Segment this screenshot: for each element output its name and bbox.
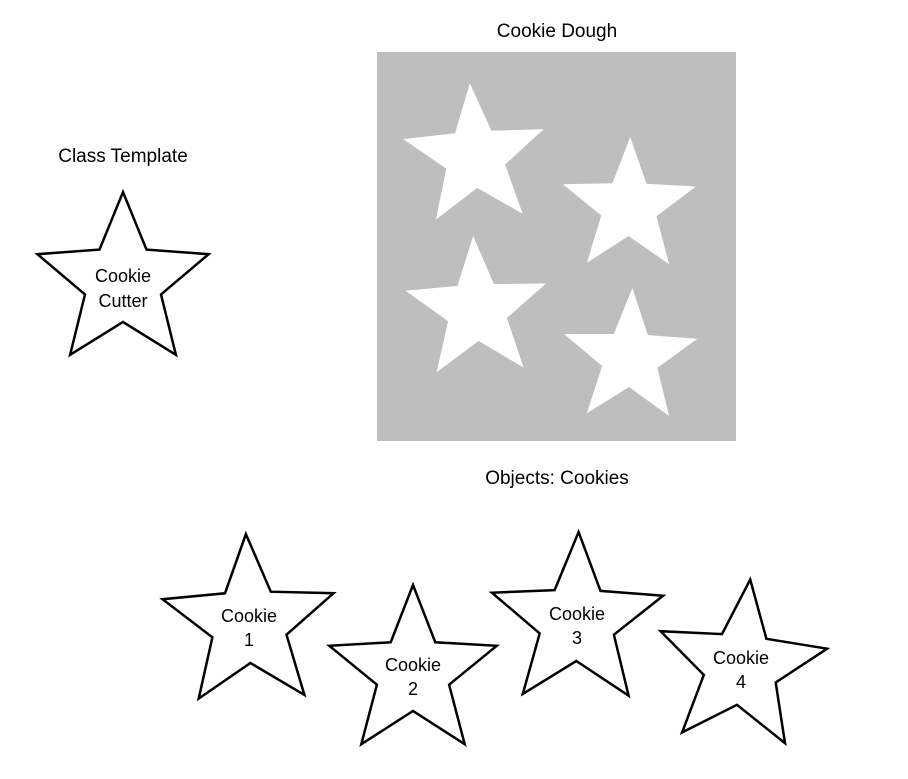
cookie-dough-group: Cookie Dough [377,21,736,441]
cookie-object-1: Cookie 1 [163,534,334,699]
cookie-object-4: Cookie 4 [661,580,828,744]
cookie-4-label-line2: 4 [736,672,746,692]
cookie-dough-caption: Cookie Dough [497,21,617,42]
cookie-dough-sheet [377,52,736,441]
cookie-2-label-line1: Cookie [385,655,441,675]
class-template-caption: Class Template [58,146,188,167]
class-template-group: Class Template Cookie Cutter [37,146,208,355]
cookie-2-label-line2: 2 [408,679,418,699]
cookie-4-label-line1: Cookie [713,648,769,668]
cookie-object-3: Cookie 3 [492,532,663,696]
cookie-object-2: Cookie 2 [329,585,496,744]
cookie-3-label-line2: 3 [572,628,582,648]
cookie-cutter-label-line2: Cutter [98,291,147,311]
cookie-cutter-label-line1: Cookie [95,266,151,286]
cookie-3-label-line1: Cookie [549,604,605,624]
cookie-objects-group: Objects: Cookies Cookie 1 Cookie 2 Cooki… [163,468,828,744]
objects-caption: Objects: Cookies [485,468,629,489]
cookie-1-label-line1: Cookie [221,606,277,626]
cookie-1-label-line2: 1 [244,630,254,650]
